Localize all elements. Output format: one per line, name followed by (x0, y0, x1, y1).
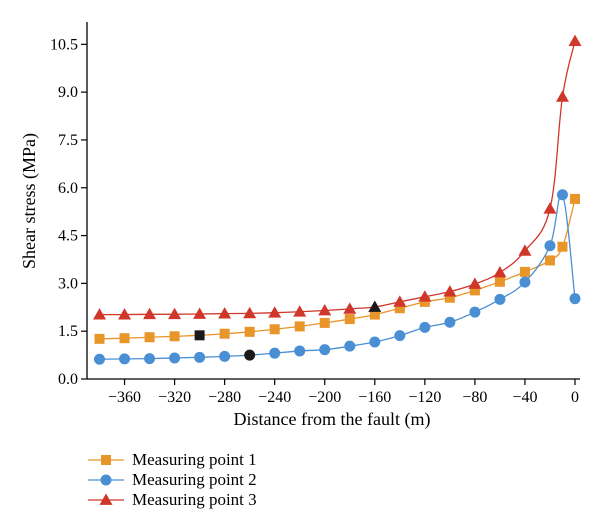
x-tick-label: −200 (308, 389, 341, 406)
y-tick-label: 3.0 (58, 275, 78, 292)
series-2-point (344, 340, 356, 352)
series-3-point (368, 300, 382, 312)
series-layer (93, 34, 582, 365)
x-axis-label: Distance from the fault (m) (234, 409, 431, 430)
y-tick-label: 10.5 (50, 36, 78, 53)
series-1-point (294, 321, 305, 332)
series-2-point (194, 351, 206, 363)
series-1-point (369, 309, 380, 320)
legend-label: Measuring point 3 (132, 490, 257, 509)
series-1-point (344, 314, 355, 325)
series-2-point (269, 347, 281, 359)
series-3-point (93, 308, 107, 320)
axes: 0.0 1.5 3.0 4.5 6.0 7.5 9.0 10.5 −360 −320 −280 −24… (50, 22, 580, 406)
series-2-point (519, 276, 531, 288)
legend-item-3: Measuring point 3 (88, 490, 257, 509)
series-1-point (557, 241, 568, 252)
series-3-point (293, 305, 307, 317)
series-2-point (244, 349, 256, 361)
series-2-point (544, 240, 556, 252)
series-2-point (394, 330, 406, 342)
legend-item-2: Measuring point 2 (88, 470, 257, 489)
series-2 (94, 189, 581, 365)
y-tick-label: 6.0 (58, 180, 78, 197)
series-3-point (468, 277, 482, 289)
y-tick-label: 7.5 (58, 132, 78, 149)
series-3-point (343, 302, 357, 314)
series-3-point (118, 308, 132, 320)
legend-label: Measuring point 2 (132, 470, 257, 489)
series-1-point (544, 255, 555, 266)
legend-marker (99, 493, 113, 505)
series-2-point (94, 353, 106, 365)
series-1-point (519, 266, 530, 277)
y-tick-label: 9.0 (58, 84, 78, 101)
series-3-point (243, 306, 257, 319)
series-1-point (194, 330, 205, 341)
y-tick-label: 4.5 (58, 228, 78, 245)
series-3-point (493, 266, 507, 278)
x-tick-label: −80 (462, 389, 487, 406)
series-2-point (369, 336, 381, 348)
series-3-point (518, 244, 532, 256)
series-2-point (294, 345, 306, 357)
series-1-point (244, 326, 255, 337)
series-3-point (168, 307, 182, 320)
series-2-point (319, 344, 331, 356)
series-1-point (394, 303, 405, 314)
x-tick-label: −280 (208, 389, 241, 406)
series-2-point (144, 353, 156, 365)
series-1-point (169, 331, 180, 342)
series-3-point (218, 307, 232, 319)
series-1-point (569, 193, 580, 204)
x-tick-label: −120 (408, 389, 441, 406)
y-tick-label: 1.5 (58, 323, 78, 340)
series-1-point (144, 332, 155, 343)
series-1-point (269, 324, 280, 335)
series-3-point (443, 285, 457, 297)
series-1-point (419, 296, 430, 307)
series-2-point (419, 321, 431, 333)
series-3-point (568, 34, 582, 46)
series-2-point (494, 293, 506, 305)
x-tick-label: −320 (158, 389, 191, 406)
x-tick-label: −360 (108, 389, 141, 406)
series-2-point (569, 293, 581, 305)
legend-label: Measuring point 1 (132, 450, 257, 469)
x-tick-label: 0 (571, 389, 579, 406)
series-3-point (543, 202, 557, 214)
series-2-point (469, 306, 481, 318)
series-3-point (318, 303, 332, 316)
legend-marker (101, 455, 111, 465)
series-2-point (444, 316, 456, 328)
legend-item-1: Measuring point 1 (88, 450, 257, 469)
x-tick-label: −40 (512, 389, 537, 406)
y-axis-label: Shear stress (MPa) (19, 133, 40, 269)
series-1-point (94, 333, 105, 344)
series-1-point (469, 285, 480, 296)
series-2-point (169, 352, 181, 364)
series-2-point (119, 353, 131, 365)
x-tick-label: −240 (258, 389, 291, 406)
series-1-point (494, 276, 505, 287)
series-3-point (555, 90, 569, 102)
series-3-point (143, 307, 157, 320)
series-1-point (219, 328, 230, 339)
series-2-point (556, 189, 568, 201)
series-2-point (219, 350, 231, 362)
series-1-point (444, 292, 455, 303)
series-3-point (193, 307, 207, 319)
y-tick-label: 0.0 (58, 371, 78, 388)
series-1-point (119, 333, 130, 344)
series-3-point (393, 295, 407, 307)
legend-marker (100, 474, 112, 486)
series-3-point (418, 290, 432, 302)
series-3-point (268, 306, 282, 318)
series-3 (93, 34, 582, 320)
series-1 (94, 193, 580, 344)
x-tick-label: −160 (358, 389, 391, 406)
series-1-point (319, 317, 330, 328)
